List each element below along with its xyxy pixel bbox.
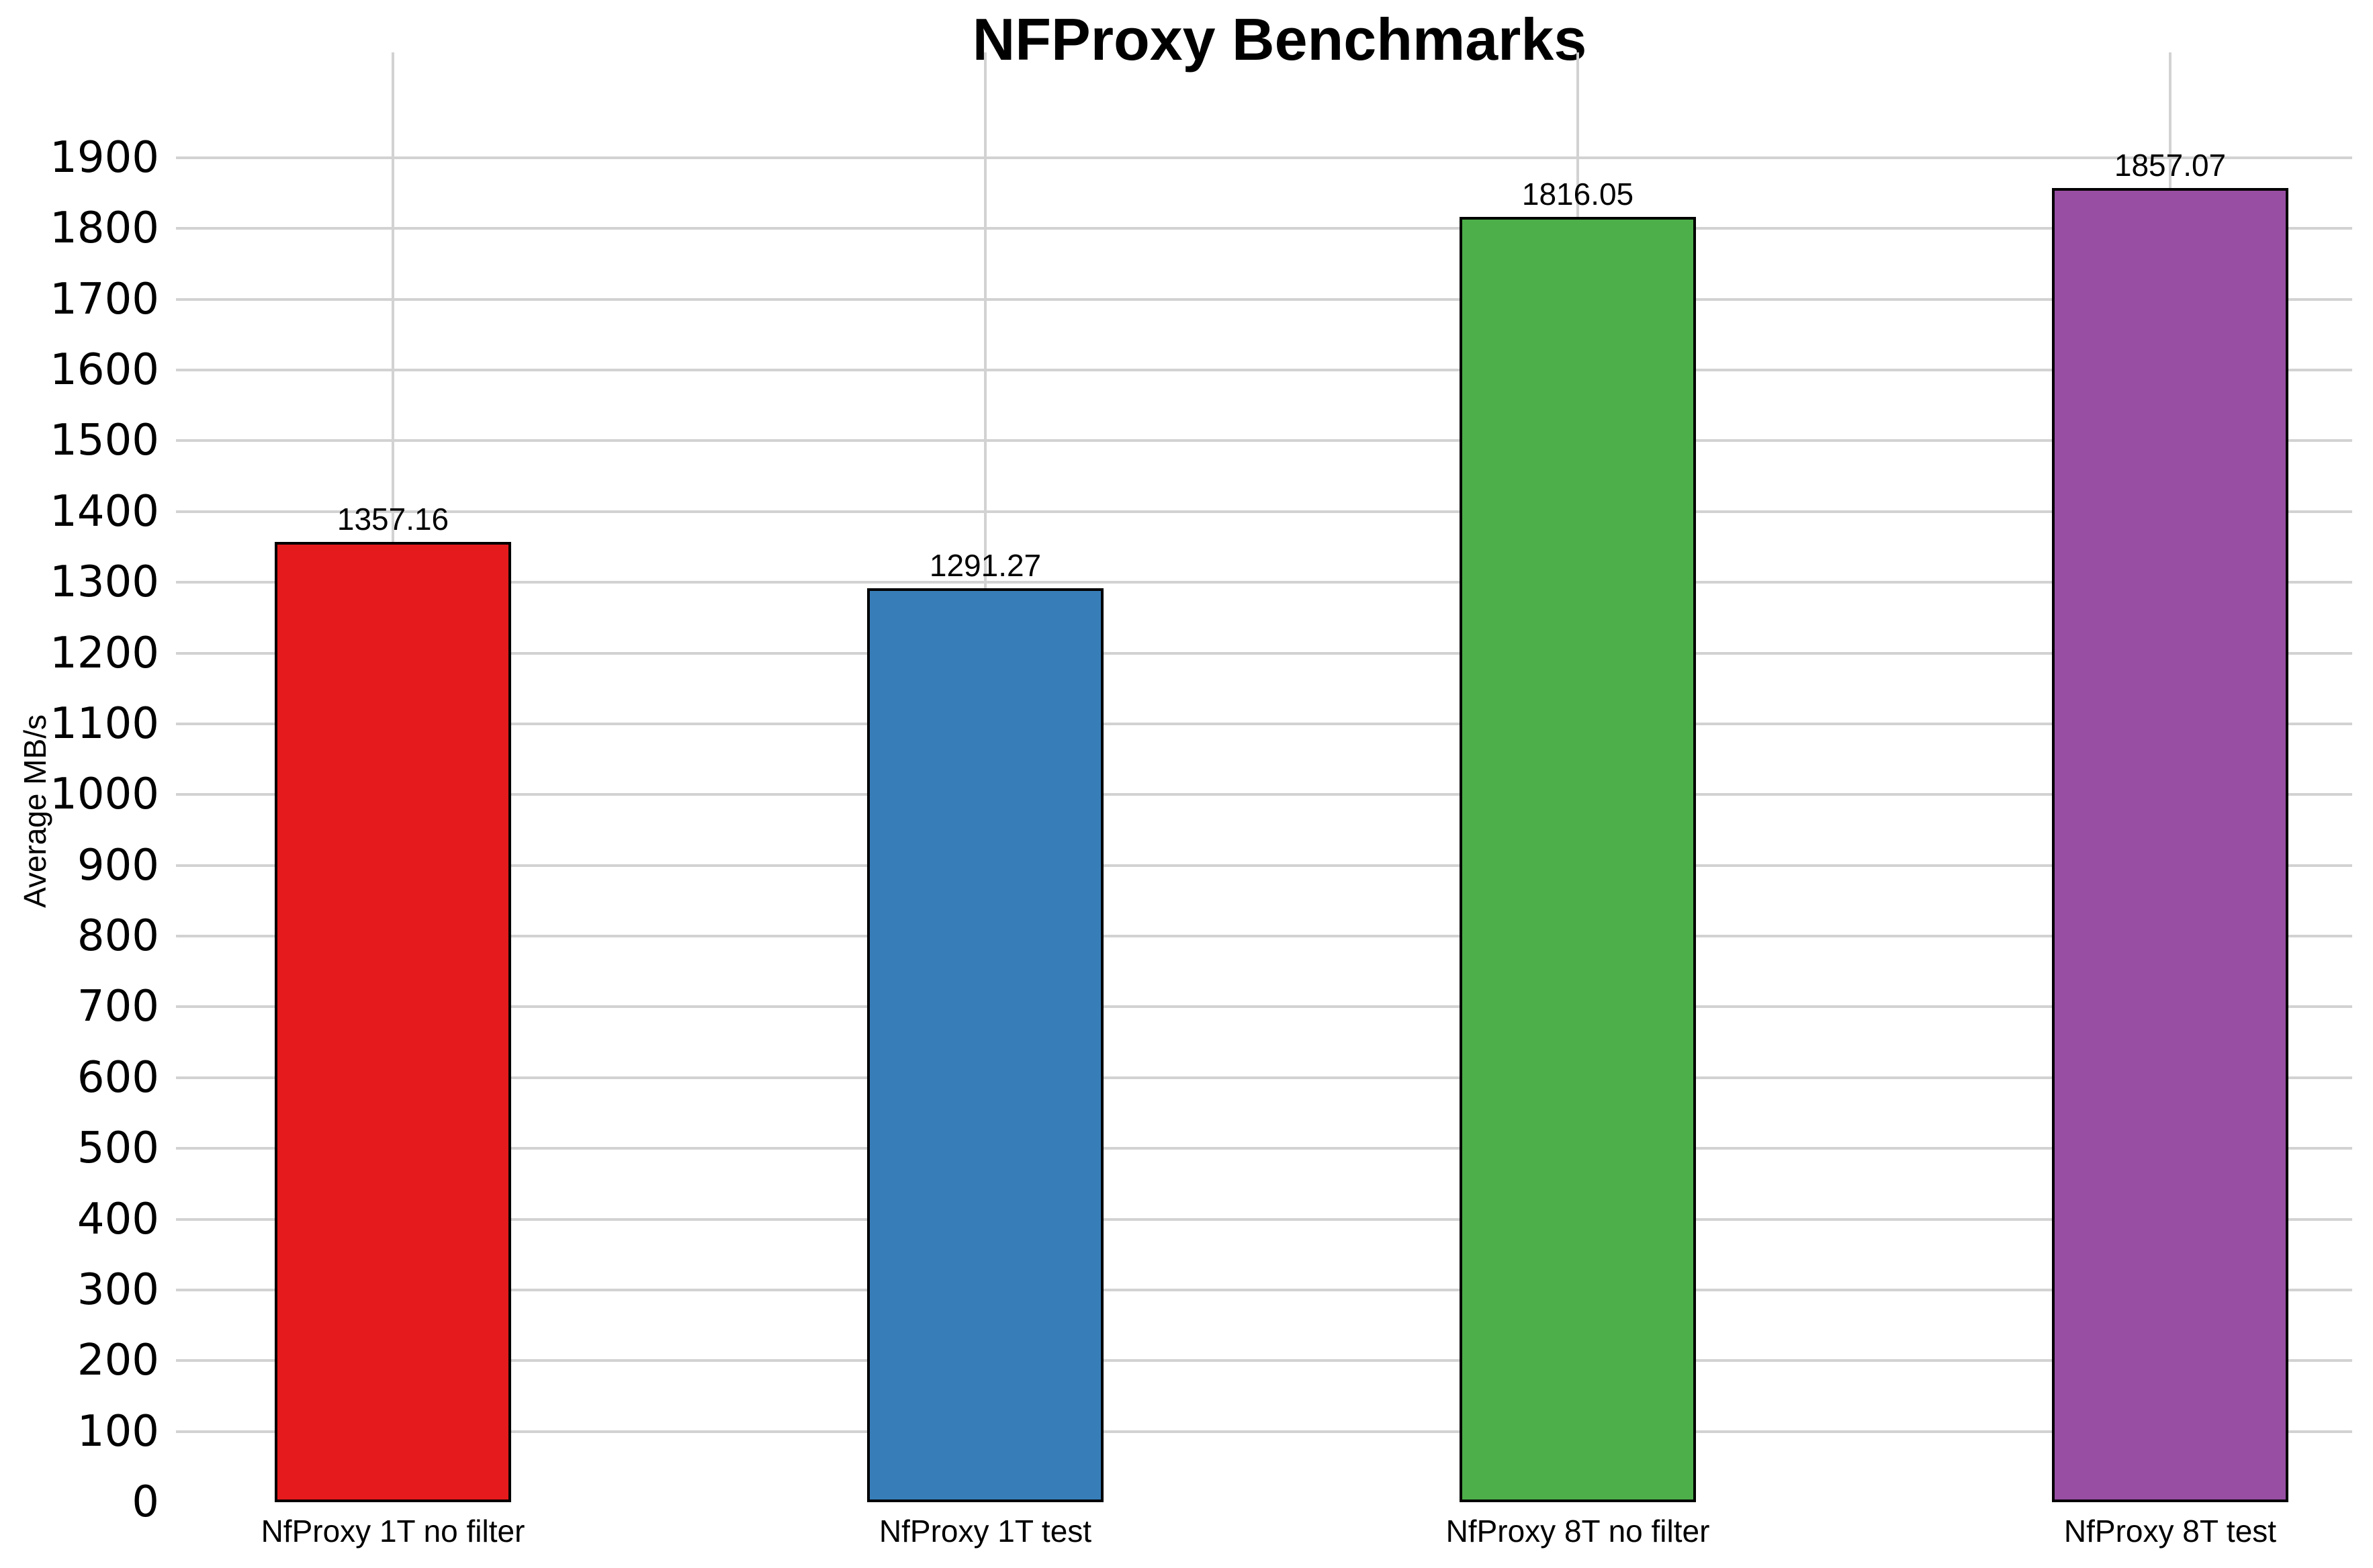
- horizontal-gridline: [176, 1430, 2352, 1433]
- horizontal-gridline: [176, 1288, 2352, 1291]
- y-tick-label: 800: [77, 911, 159, 962]
- horizontal-gridline: [176, 1147, 2352, 1150]
- y-tick-label: 200: [77, 1336, 159, 1386]
- bar-value-label: 1816.05: [1521, 177, 1634, 212]
- horizontal-gridline: [176, 722, 2352, 725]
- horizontal-gridline: [176, 651, 2352, 655]
- y-tick-label: 1600: [50, 345, 159, 396]
- y-tick-label: 1700: [50, 274, 159, 324]
- y-tick-label: 1200: [50, 628, 159, 678]
- bar-value-label: 1291.27: [929, 548, 1042, 584]
- horizontal-gridline: [176, 1005, 2352, 1009]
- y-tick-label: 700: [77, 982, 159, 1032]
- horizontal-gridline: [176, 1217, 2352, 1221]
- y-tick-label: 900: [77, 840, 159, 890]
- horizontal-gridline: [176, 227, 2352, 230]
- y-tick-label: 1100: [50, 698, 159, 749]
- horizontal-gridline: [176, 156, 2352, 159]
- y-tick-label: 1900: [50, 133, 159, 183]
- bar-1: [275, 541, 511, 1502]
- bar-2: [867, 588, 1104, 1502]
- y-tick-label: 600: [77, 1052, 159, 1103]
- horizontal-gridline: [176, 864, 2352, 867]
- y-tick-label: 500: [77, 1123, 159, 1174]
- y-tick-label: 1500: [50, 416, 159, 466]
- chart-title: NFProxy Benchmarks: [972, 6, 1587, 73]
- x-category-label: NfProxy 1T no filter: [261, 1514, 525, 1549]
- horizontal-gridline: [176, 369, 2352, 372]
- y-tick-label: 1000: [50, 770, 159, 820]
- y-tick-label: 100: [77, 1406, 159, 1457]
- x-category-label: NfProxy 8T no filter: [1445, 1514, 1710, 1549]
- y-tick-label: 0: [132, 1477, 159, 1527]
- horizontal-gridline: [176, 581, 2352, 584]
- horizontal-gridline: [176, 793, 2352, 796]
- horizontal-gridline: [176, 935, 2352, 938]
- horizontal-gridline: [176, 1359, 2352, 1363]
- y-tick-label: 400: [77, 1194, 159, 1244]
- y-tick-label: 1800: [50, 203, 159, 254]
- bar-4: [2052, 188, 2288, 1502]
- y-tick-label: 300: [77, 1264, 159, 1315]
- bar-value-label: 1357.16: [337, 501, 449, 537]
- bar-value-label: 1857.07: [2114, 148, 2227, 183]
- x-category-label: NfProxy 1T test: [879, 1514, 1092, 1549]
- y-tick-label: 1300: [50, 557, 159, 608]
- horizontal-gridline: [176, 510, 2352, 513]
- horizontal-gridline: [176, 1076, 2352, 1079]
- x-category-label: NfProxy 8T test: [2063, 1514, 2277, 1549]
- horizontal-gridline: [176, 297, 2352, 301]
- bar-3: [1460, 217, 1696, 1502]
- y-tick-label: 1400: [50, 486, 159, 537]
- horizontal-gridline: [176, 439, 2352, 443]
